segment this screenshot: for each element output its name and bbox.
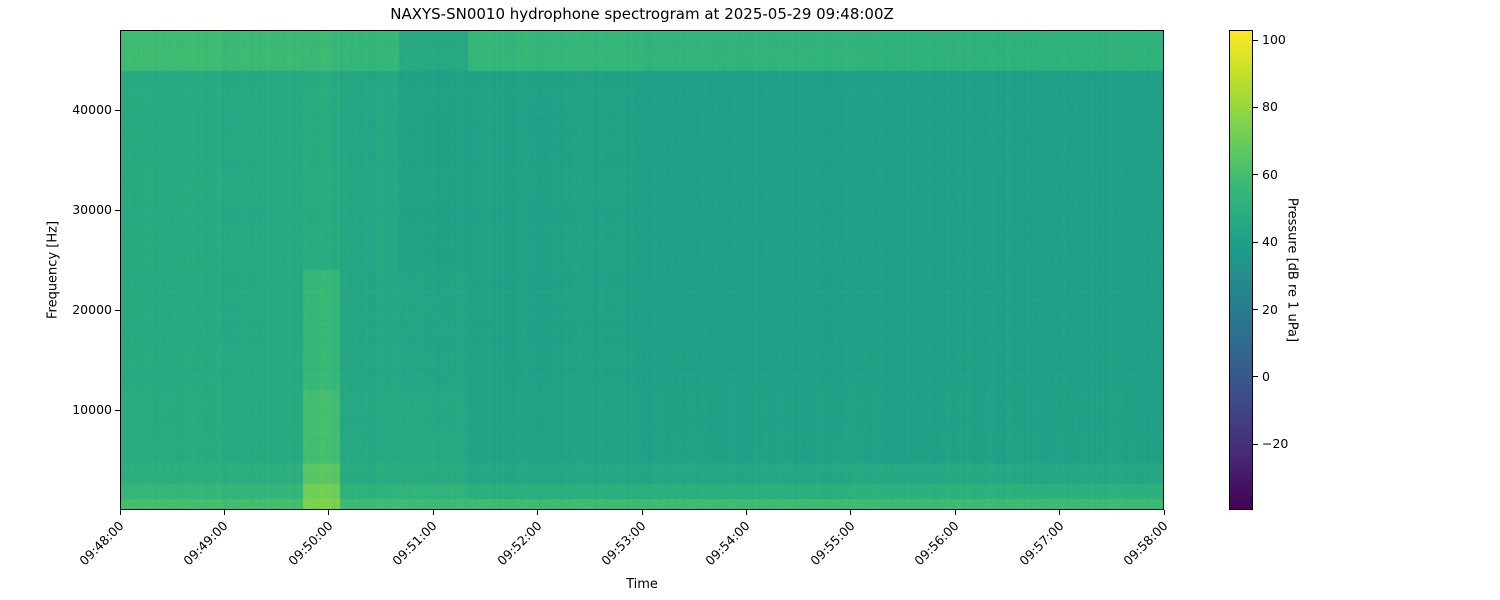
x-tick-label: 09:48:00 [76,518,127,569]
x-tick [432,510,434,515]
x-tick-label: 09:54:00 [702,518,753,569]
colorbar-tick [1253,174,1258,176]
x-tick [328,510,330,515]
x-tick [1163,510,1165,515]
y-tick-label: 20000 [72,302,112,317]
colorbar [1229,30,1253,510]
colorbar-tick [1253,106,1258,108]
x-tick [954,510,956,515]
x-axis-label: Time [626,577,658,592]
colorbar-tick-label: 20 [1262,301,1278,317]
y-tick [115,109,120,111]
colorbar-tick [1253,309,1258,311]
y-tick-label: 30000 [72,202,112,217]
y-tick-label: 40000 [72,102,112,117]
y-tick-label: 10000 [72,402,112,417]
x-tick [119,510,121,515]
colorbar-tick-label: 0 [1262,368,1270,384]
colorbar-tick [1253,443,1258,445]
x-tick [223,510,225,515]
chart-title: NAXYS-SN0010 hydrophone spectrogram at 2… [390,5,894,23]
y-tick [115,409,120,411]
x-tick-label: 09:52:00 [493,518,545,569]
x-tick [1059,510,1061,515]
colorbar-tick [1253,376,1258,378]
x-tick [537,510,539,515]
colorbar-tick-label: −20 [1262,436,1289,452]
spectrogram-heatmap [121,31,1163,509]
colorbar-label: Pressure [dB re 1 uPa] [1284,197,1300,343]
y-tick [115,309,120,311]
plot-area [120,30,1164,510]
colorbar-tick-label: 40 [1262,234,1278,250]
colorbar-tick-label: 100 [1262,32,1286,48]
x-tick-label: 09:55:00 [807,518,858,569]
x-tick-label: 09:49:00 [180,518,231,569]
colorbar-tick-label: 60 [1262,166,1278,182]
x-tick-label: 09:58:00 [1120,518,1171,569]
y-tick [115,209,120,211]
x-tick [745,510,747,515]
x-tick [641,510,643,515]
colorbar-tick [1253,39,1258,41]
x-tick-label: 09:50:00 [285,518,336,569]
x-tick [850,510,852,515]
x-tick-label: 09:51:00 [389,518,440,569]
colorbar-tick-label: 80 [1262,99,1278,115]
x-tick-label: 09:57:00 [1015,518,1067,569]
x-tick-label: 09:56:00 [911,518,962,569]
colorbar-tick [1253,241,1258,243]
